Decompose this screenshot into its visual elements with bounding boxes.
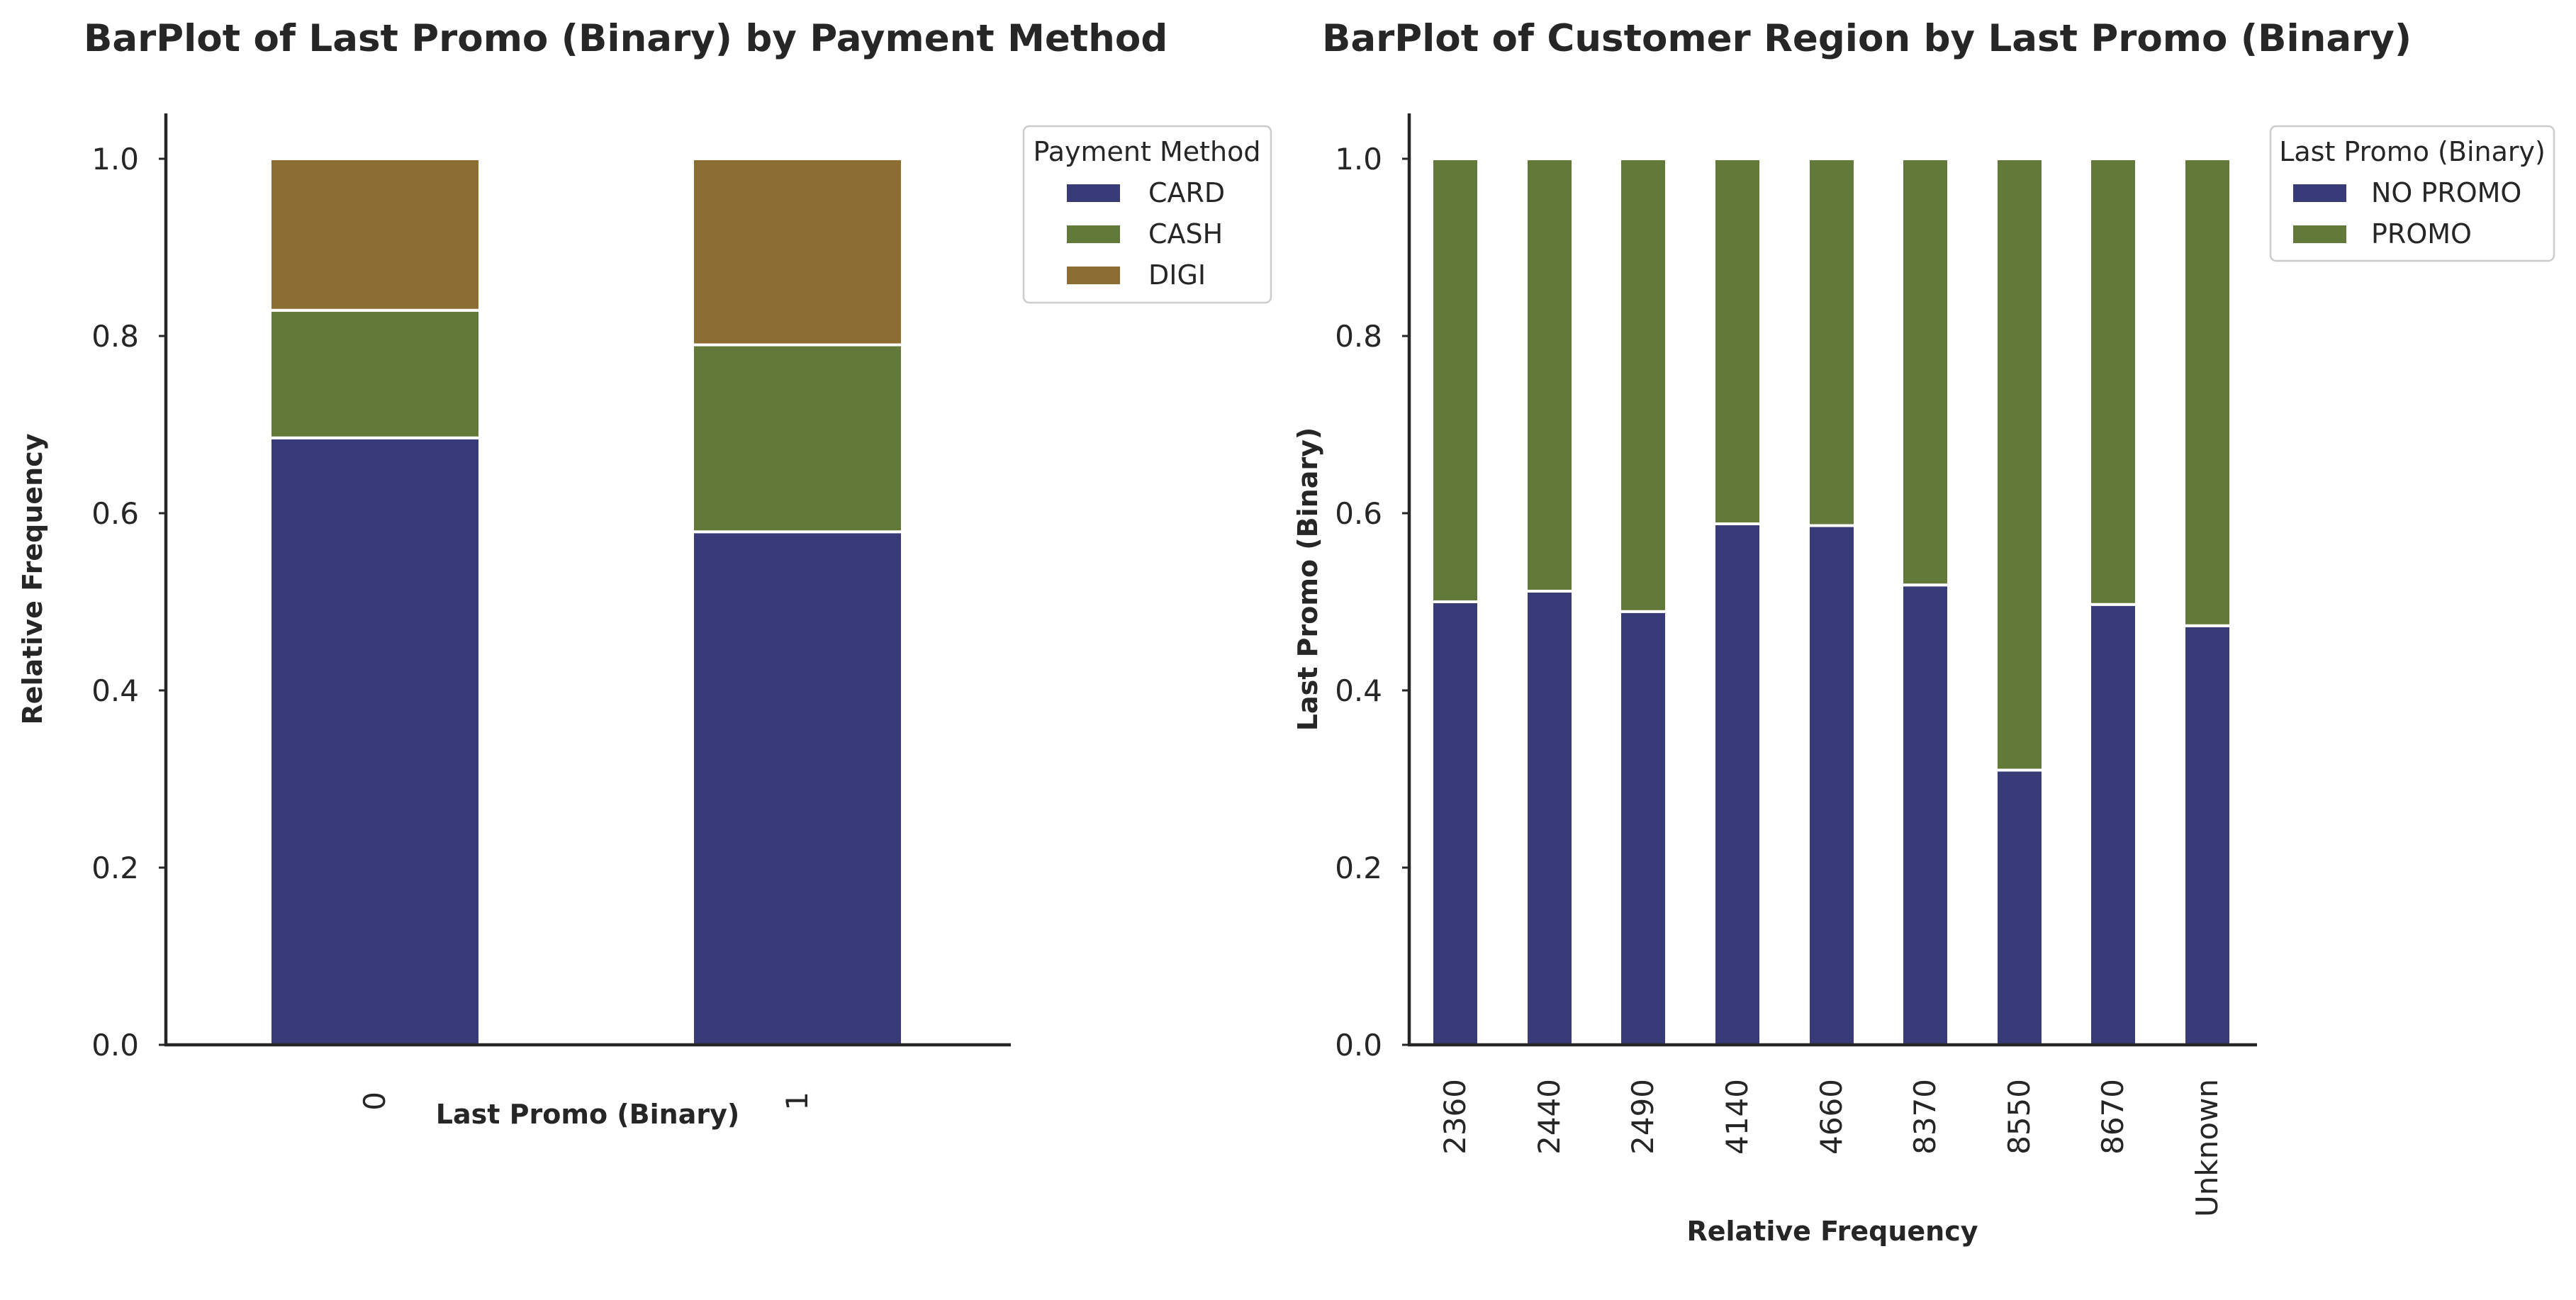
y-axis-label: Last Promo (Binary) [1292,427,1323,731]
legend-label: CASH [1148,218,1223,250]
legend: Payment Method CARD CASH DIGI [1022,125,1272,304]
x-tick-label: 4140 [1720,1079,1754,1155]
legend-frame [1022,125,1272,304]
bar-promo-unknown [2183,157,2232,627]
bar-promo-8670 [2088,157,2138,606]
legend-swatch [2293,184,2346,202]
x-tick-label: 2490 [1625,1079,1660,1155]
legend-label: CARD [1148,177,1225,208]
bar-no-promo-2360 [1430,600,1480,1046]
bar-promo-8370 [1900,157,1950,587]
y-axis-label: Relative Frequency [17,433,48,724]
y-ticks: 0.0 0.2 0.4 0.6 0.8 1.0 [91,142,166,1063]
x-ticks: 2360 2440 2490 4140 4660 8370 8550 8670 Unknown [1438,1079,2224,1217]
legend-items: NO PROMO PROMO [2293,177,2521,250]
bar-no-promo-8550 [1995,768,2044,1046]
legend-label: NO PROMO [2371,177,2521,208]
legend-swatch [1067,267,1120,284]
y-tick-label: 0.0 [1335,1028,1382,1063]
bar-no-promo-4660 [1807,524,1857,1046]
y-tick-label: 1.0 [91,142,139,176]
y-tick-label: 0.2 [91,851,139,885]
bar-cash-1 [691,343,904,534]
legend-swatch [1067,225,1120,243]
x-tick-label: 4660 [1814,1079,1849,1155]
y-tick-label: 0.8 [91,319,139,354]
bar-no-promo-8670 [2088,603,2138,1046]
bar-no-promo-8370 [1900,583,1950,1046]
x-axis-label: Relative Frequency [1686,1216,1978,1247]
legend-label: PROMO [2371,218,2472,250]
bars-group [269,157,904,1046]
legend-label: DIGI [1148,259,1206,291]
bar-cash-0 [269,308,481,439]
x-tick-label: 2440 [1532,1079,1567,1155]
legend-items: CARD CASH DIGI [1067,177,1225,291]
x-tick-label: 1 [780,1092,814,1111]
x-tick-label: 2360 [1438,1079,1472,1155]
x-tick-label: 8370 [1908,1079,1942,1155]
bar-promo-4140 [1713,157,1762,525]
x-axis-label: Last Promo (Binary) [436,1099,739,1130]
legend-swatch [1067,184,1120,202]
legend-swatch [2293,225,2346,243]
bar-digi-1 [691,157,904,347]
legend-title: Payment Method [1034,136,1261,167]
x-tick-label: Unknown [2190,1079,2224,1217]
y-tick-label: 0.2 [1335,851,1382,885]
bar-digi-0 [269,157,481,312]
bar-promo-2440 [1525,157,1574,593]
chart-title: BarPlot of Last Promo (Binary) by Paymen… [84,17,1167,60]
bar-card-1 [691,530,904,1046]
bar-promo-4660 [1807,157,1857,527]
y-tick-label: 0.6 [91,496,139,531]
y-tick-label: 0.4 [1335,673,1382,708]
legend: Last Promo (Binary) NO PROMO PROMO [2269,125,2555,262]
chart-payment-method: BarPlot of Last Promo (Binary) by Paymen… [17,17,1272,1130]
x-tick-label: 8550 [2002,1079,2037,1155]
bar-promo-2360 [1430,157,1480,603]
y-ticks: 0.0 0.2 0.4 0.6 0.8 1.0 [1335,142,1409,1063]
chart-title: BarPlot of Customer Region by Last Promo… [1322,17,2412,60]
bar-no-promo-4140 [1713,522,1762,1046]
y-tick-label: 0.4 [91,673,139,708]
chart-customer-region: BarPlot of Customer Region by Last Promo… [1292,17,2555,1247]
bar-no-promo-2490 [1618,610,1668,1046]
bar-promo-8550 [1995,157,2044,772]
y-tick-label: 0.0 [91,1028,139,1063]
bar-no-promo-2440 [1525,590,1574,1046]
x-tick-label: 8670 [2095,1079,2130,1155]
bar-no-promo-unknown [2183,624,2232,1046]
y-tick-label: 1.0 [1335,142,1382,176]
x-tick-label: 0 [357,1092,392,1111]
y-tick-label: 0.6 [1335,496,1382,531]
bars-group [1430,157,2232,1046]
legend-title: Last Promo (Binary) [2279,136,2546,167]
bar-card-0 [269,436,481,1046]
bar-promo-2490 [1618,157,1668,613]
y-tick-label: 0.8 [1335,319,1382,354]
